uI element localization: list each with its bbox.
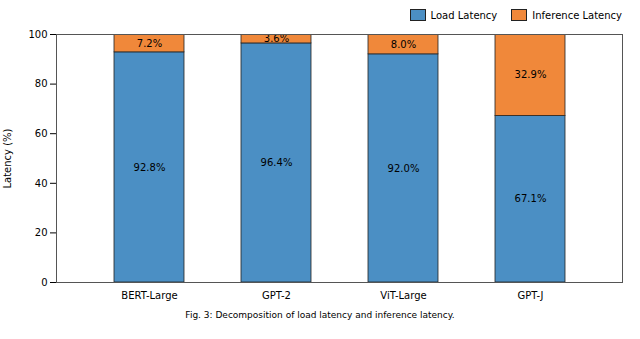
svg-text:20: 20 (35, 227, 48, 238)
svg-text:GPT-2: GPT-2 (262, 290, 291, 301)
svg-text:7.2%: 7.2% (137, 38, 162, 49)
svg-text:0: 0 (41, 277, 47, 288)
svg-text:8.0%: 8.0% (391, 39, 416, 50)
svg-text:60: 60 (35, 128, 48, 139)
svg-text:67.1%: 67.1% (515, 193, 547, 204)
svg-text:80: 80 (35, 78, 48, 89)
svg-text:GPT-J: GPT-J (517, 290, 543, 301)
svg-text:96.4%: 96.4% (261, 157, 293, 168)
svg-text:32.9%: 32.9% (515, 69, 547, 80)
svg-text:3.6%: 3.6% (263, 33, 290, 45)
svg-text:100: 100 (28, 29, 47, 40)
html-text:Fig. 3: Decomposition of load: Fig. 3: Decomposition of load latency an… (185, 310, 455, 320)
svg-text:40: 40 (35, 178, 48, 189)
svg-text:BERT-Large: BERT-Large (121, 290, 177, 301)
svg-text:Latency (%): Latency (%) (2, 128, 13, 188)
html-text:Load Latency: Load Latency (430, 9, 498, 21)
html-text:Inference Latency: Inference Latency (532, 9, 622, 21)
svg-text:92.0%: 92.0% (388, 163, 420, 174)
svg-text:ViT-Large: ViT-Large (380, 290, 426, 301)
svg-text:92.8%: 92.8% (134, 162, 166, 173)
